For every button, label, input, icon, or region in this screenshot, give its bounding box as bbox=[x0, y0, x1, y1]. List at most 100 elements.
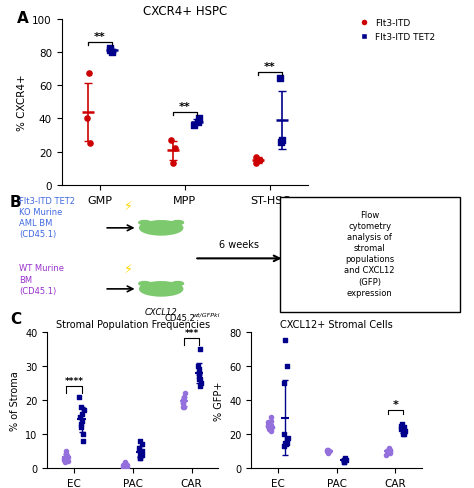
Point bbox=[121, 461, 129, 469]
Point bbox=[280, 379, 287, 387]
Legend: Flt3-ITD, Flt3-ITD TET2: Flt3-ITD, Flt3-ITD TET2 bbox=[351, 16, 439, 45]
Point bbox=[386, 449, 393, 457]
Point bbox=[137, 454, 144, 462]
Point bbox=[401, 427, 408, 435]
Point bbox=[401, 424, 408, 431]
Title: Stromal Population Frequencies: Stromal Population Frequencies bbox=[55, 320, 210, 330]
Text: CXCL12: CXCL12 bbox=[145, 307, 178, 316]
Point bbox=[194, 119, 201, 126]
Ellipse shape bbox=[140, 221, 183, 236]
Point bbox=[137, 451, 145, 459]
Point bbox=[123, 463, 131, 470]
Point bbox=[78, 424, 85, 431]
Point bbox=[264, 422, 272, 430]
Point bbox=[383, 447, 391, 455]
Point bbox=[121, 458, 129, 466]
Point bbox=[61, 456, 68, 464]
Point bbox=[324, 447, 331, 455]
Point bbox=[167, 137, 174, 144]
Text: ⚡: ⚡ bbox=[124, 199, 132, 212]
Point bbox=[194, 362, 201, 370]
Point bbox=[62, 450, 70, 458]
Point bbox=[253, 160, 260, 168]
Point bbox=[283, 362, 291, 370]
Point bbox=[385, 446, 392, 454]
Point bbox=[342, 454, 349, 462]
Title: CXCL12+ Stromal Cells: CXCL12+ Stromal Cells bbox=[280, 320, 393, 330]
Point bbox=[197, 345, 204, 353]
Point bbox=[138, 441, 146, 448]
Y-axis label: % CXCR4+: % CXCR4+ bbox=[17, 74, 27, 131]
Point bbox=[64, 454, 71, 462]
Point bbox=[137, 454, 144, 462]
Point bbox=[64, 454, 72, 462]
Point bbox=[196, 376, 204, 384]
Point bbox=[195, 372, 203, 380]
Point bbox=[170, 160, 177, 168]
Point bbox=[83, 115, 91, 123]
Point bbox=[324, 449, 332, 457]
Point bbox=[136, 451, 144, 459]
Point bbox=[399, 427, 407, 435]
Point bbox=[195, 369, 202, 377]
Text: B: B bbox=[9, 194, 21, 209]
Point bbox=[181, 403, 188, 411]
Point bbox=[284, 434, 292, 442]
Ellipse shape bbox=[152, 293, 170, 296]
Point bbox=[400, 430, 408, 438]
Ellipse shape bbox=[172, 282, 183, 286]
Point bbox=[325, 447, 333, 455]
Point bbox=[397, 425, 405, 433]
Point bbox=[399, 420, 406, 428]
Point bbox=[324, 446, 332, 454]
Point bbox=[276, 75, 284, 83]
Point bbox=[106, 47, 114, 55]
Point bbox=[61, 458, 69, 466]
Point bbox=[197, 379, 205, 387]
Point bbox=[119, 463, 127, 470]
Point bbox=[264, 418, 272, 427]
Ellipse shape bbox=[140, 282, 183, 296]
Point bbox=[264, 422, 272, 430]
Point bbox=[398, 422, 405, 430]
Point bbox=[256, 157, 264, 164]
Point bbox=[76, 393, 83, 401]
Y-axis label: % of Stroma: % of Stroma bbox=[10, 370, 20, 430]
Point bbox=[282, 337, 289, 345]
Text: WT Murine
BM
(CD45.1): WT Murine BM (CD45.1) bbox=[19, 264, 64, 295]
Point bbox=[265, 425, 273, 433]
Point bbox=[79, 417, 86, 425]
Point bbox=[123, 461, 131, 468]
Point bbox=[385, 447, 393, 455]
Point bbox=[323, 446, 331, 454]
Point bbox=[85, 70, 93, 78]
Point bbox=[79, 430, 87, 438]
Text: Flow
cytometry
analysis of
stromal
populations
and CXCL12
(GFP)
expression: Flow cytometry analysis of stromal popul… bbox=[345, 210, 395, 297]
Point bbox=[267, 417, 275, 425]
Point bbox=[280, 430, 288, 438]
Point bbox=[80, 407, 87, 414]
Point bbox=[324, 447, 332, 455]
Point bbox=[179, 400, 187, 407]
Text: 6 weeks: 6 weeks bbox=[219, 240, 259, 250]
Point bbox=[267, 420, 274, 428]
Point bbox=[109, 49, 116, 57]
Point bbox=[191, 122, 198, 130]
Point bbox=[281, 442, 288, 450]
Ellipse shape bbox=[152, 232, 170, 235]
Text: **: ** bbox=[264, 62, 276, 72]
Point bbox=[386, 446, 393, 454]
Point bbox=[122, 461, 129, 468]
Point bbox=[135, 444, 143, 452]
Text: ***: *** bbox=[184, 328, 199, 337]
Point bbox=[282, 439, 289, 447]
Point bbox=[277, 139, 284, 146]
Ellipse shape bbox=[139, 282, 150, 286]
Point bbox=[77, 420, 84, 428]
Point bbox=[138, 451, 146, 459]
Point bbox=[340, 456, 348, 464]
Point bbox=[180, 400, 187, 407]
Text: **: ** bbox=[94, 32, 106, 42]
Point bbox=[138, 447, 146, 455]
Point bbox=[267, 413, 275, 421]
